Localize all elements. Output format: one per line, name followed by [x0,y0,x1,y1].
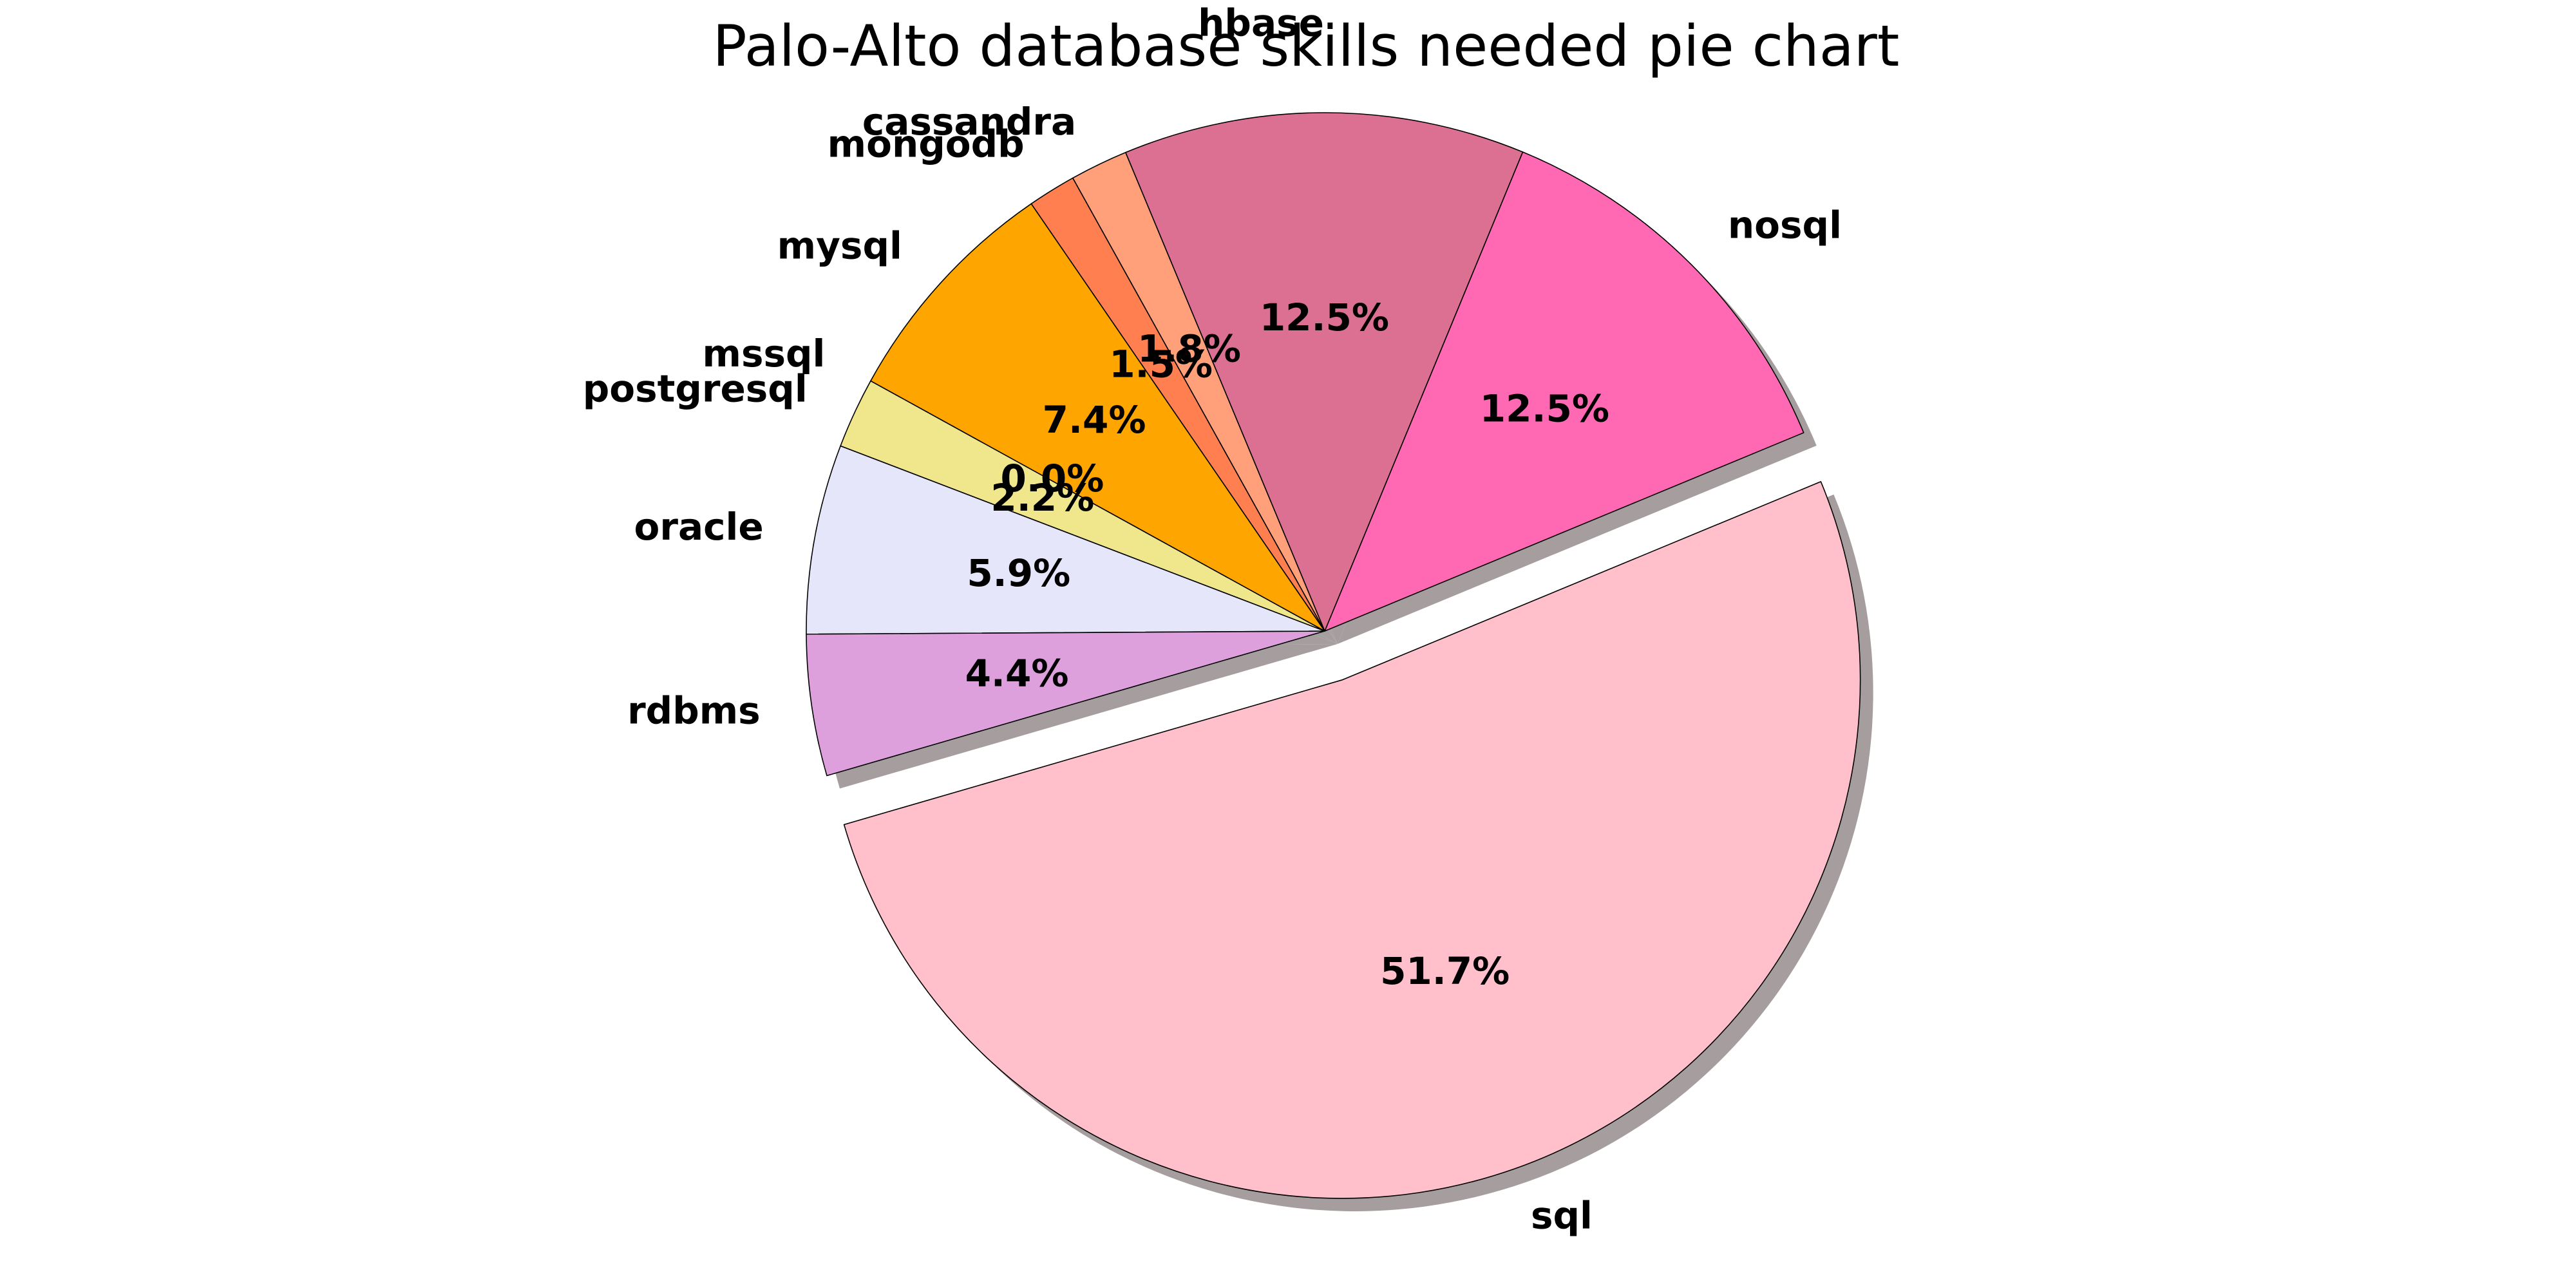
pct-label-mysql: 7.4% [1043,398,1146,442]
pct-label-mongodb: 1.5% [1109,343,1213,386]
pie-slice-oracle [806,445,1325,635]
slice-label-hbase: hbase [1198,1,1324,45]
slice-label-rdbms: rdbms [627,688,761,732]
slice-label-sql: sql [1531,1194,1593,1238]
pie-slice-sql [843,481,1861,1199]
slice-layer [806,112,1861,1199]
pct-label-nosql: 12.5% [1480,386,1609,430]
pct-label-hbase: 12.5% [1260,296,1389,339]
pct-label-oracle: 5.9% [967,551,1070,595]
slice-label-cassandra: cassandra [862,100,1076,144]
pie-slice-hbase [1124,112,1524,632]
slice-label-mssql: mssql [703,332,826,375]
pct-layer: 12.5% 12.5% 1.8%1.5% 7.4% 0.0%2.2% 5.9% 4.4% 51… [965,296,1609,993]
slice-label-nosql: nosql [1728,203,1842,247]
pie-slice-rdbms [806,630,1325,777]
slice-label-oracle: oracle [634,505,764,549]
pct-label-postgresql: 2.2% [990,476,1094,520]
pie-slice-mysql [870,203,1325,632]
slice-label-mongodb: mongodb [828,122,1025,165]
slice-label-postgresql: postgresql [583,366,808,410]
slice-label-mysql: mysql [777,223,902,267]
pie-slice-nosql [1324,151,1804,632]
pct-label-mssql: 0.0% [1001,457,1104,500]
pct-label-cassandra: 1.8% [1137,326,1241,370]
chart-title: Palo-Alto database skills needed pie cha… [713,13,1900,79]
pct-label-rdbms: 4.4% [965,652,1069,695]
pct-label-sql: 51.7% [1380,949,1510,993]
